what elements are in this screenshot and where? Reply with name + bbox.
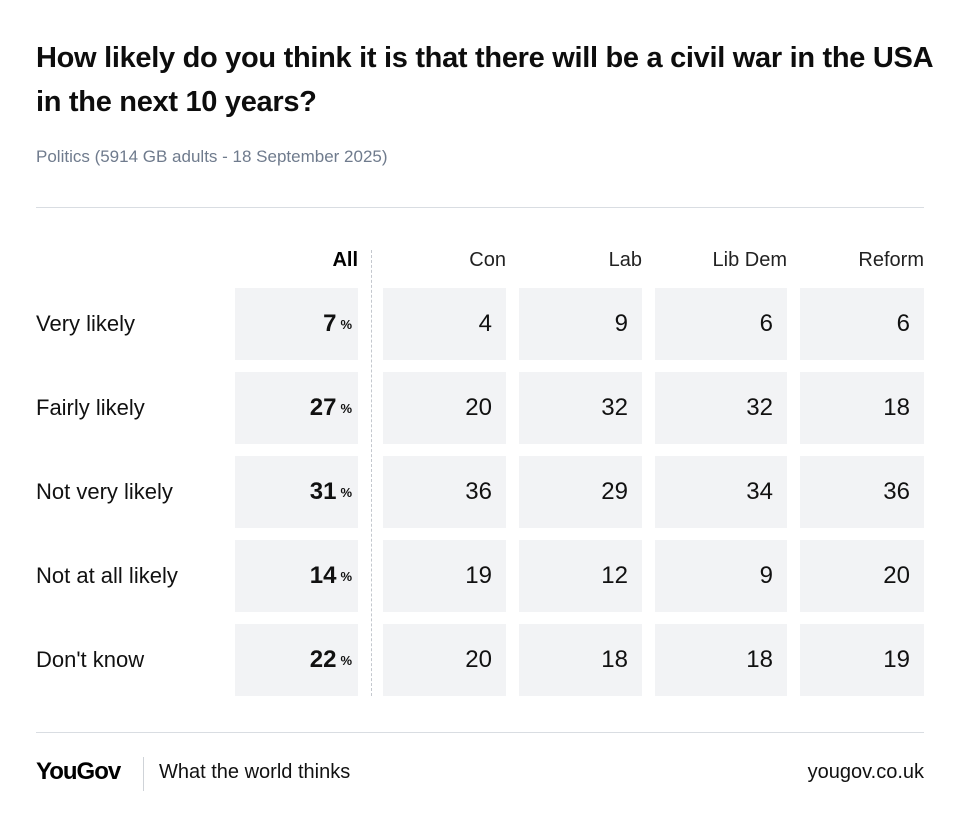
all-value: 22 — [309, 646, 337, 673]
party-value-cell: 9 — [519, 288, 642, 360]
row-label: Don't know — [36, 647, 145, 672]
party-value-cell: 29 — [519, 456, 642, 528]
all-value: 27 — [309, 394, 337, 421]
footer-separator — [143, 757, 144, 791]
party-value-cell: 32 — [519, 372, 642, 444]
percent-sign: % — [340, 653, 352, 668]
party-value-cell: 32 — [655, 372, 787, 444]
party-value-cell: 19 — [800, 624, 924, 696]
party-value-cell: 12 — [519, 540, 642, 612]
footer-tagline: What the world thinks — [159, 761, 351, 783]
party-value-cell: 20 — [383, 624, 506, 696]
row-label: Not at all likely — [36, 563, 178, 588]
party-value-cell: 19 — [383, 540, 506, 612]
all-value-cell: 14% — [235, 540, 358, 612]
party-value-cell: 4 — [383, 288, 506, 360]
column-header: Con — [469, 249, 506, 271]
party-value-cell: 20 — [800, 540, 924, 612]
all-value-cell: 7% — [235, 288, 358, 360]
column-header: All — [332, 249, 358, 271]
row-label: Not very likely — [36, 479, 173, 504]
all-value: 14 — [309, 562, 337, 589]
party-value-cell: 36 — [383, 456, 506, 528]
party-value-cell: 36 — [800, 456, 924, 528]
party-value-cell: 6 — [800, 288, 924, 360]
column-header: Lib Dem — [712, 249, 787, 271]
chart-subtitle: Politics (5914 GB adults - 18 September … — [36, 147, 388, 166]
all-value-cell: 22% — [235, 624, 358, 696]
footer-url[interactable]: yougov.co.uk — [807, 761, 924, 783]
all-value: 31 — [309, 478, 337, 505]
percent-sign: % — [340, 317, 352, 332]
bottom-divider — [36, 732, 924, 733]
all-value: 7 — [323, 310, 337, 337]
percent-sign: % — [340, 569, 352, 584]
all-column-divider — [371, 250, 372, 696]
chart-title: How likely do you think it is that there… — [36, 42, 933, 118]
party-value-cell: 18 — [800, 372, 924, 444]
percent-sign: % — [340, 485, 352, 500]
party-value-cell: 20 — [383, 372, 506, 444]
column-header: Lab — [608, 249, 642, 271]
top-divider — [36, 207, 924, 208]
percent-sign: % — [340, 401, 352, 416]
party-value-cell: 18 — [655, 624, 787, 696]
row-label: Fairly likely — [36, 395, 145, 420]
all-value-cell: 27% — [235, 372, 358, 444]
party-value-cell: 6 — [655, 288, 787, 360]
party-value-cell: 9 — [655, 540, 787, 612]
row-label: Very likely — [36, 311, 136, 336]
party-value-cell: 34 — [655, 456, 787, 528]
party-value-cell: 18 — [519, 624, 642, 696]
all-value-cell: 31% — [235, 456, 358, 528]
column-header: Reform — [858, 249, 924, 271]
yougov-logo[interactable]: YouGov — [36, 758, 121, 785]
